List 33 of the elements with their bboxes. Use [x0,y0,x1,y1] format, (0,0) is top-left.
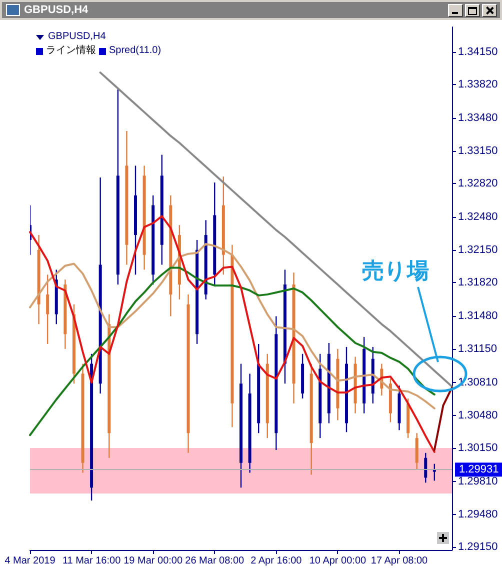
annotation: Spred(11.0) [109,44,162,58]
y-tick-label: 1.34150 [458,46,498,58]
candlestick [424,452,428,484]
y-tick-label: 1.32480 [458,211,498,224]
y-tick-label: 1.29480 [458,508,498,520]
x-tick-label: 4 Mar 2019 [4,556,56,566]
x-tick-label: 19 Mar 00:00 [124,556,183,566]
y-tick-label: 1.30480 [458,409,498,422]
x-tick-label: 26 Mar 08:00 [185,556,245,566]
y-tick-label: 1.32150 [458,244,498,256]
annotation: GBPUSD,H4 [48,30,106,44]
line-series [29,242,436,410]
y-tick-label: 1.33820 [458,78,498,90]
y-tick-label: 1.31480 [458,310,498,322]
y-tick-label: 1.29150 [458,541,498,554]
candlestick [46,274,50,345]
line-series [99,72,453,388]
y-tick-label: 1.31820 [458,276,498,289]
x-tick-label: 10 Apr 00:00 [309,556,366,566]
x-tick-label: 17 Apr 08:00 [370,556,428,566]
chart-title: GBPUSD,H4 [24,4,88,16]
y-tick-label: 1.29810 [458,476,498,488]
y-tick-label: 1.32820 [458,178,498,190]
line-series [29,215,436,453]
y-tick-label: 1.33480 [458,112,498,124]
x-tick-label: 11 Mar 16:00 [62,556,122,566]
y-tick-label: 1.33150 [458,144,498,157]
annotation: ライン情報 [46,44,96,58]
y-tick-label: 1.31150 [458,342,497,355]
ref-line-label: 1.29931 [459,464,499,476]
annotation: 売り場 [362,257,429,285]
y-tick-label: 1.30150 [458,442,498,454]
x-tick-label: 2 Apr 16:00 [250,556,302,566]
